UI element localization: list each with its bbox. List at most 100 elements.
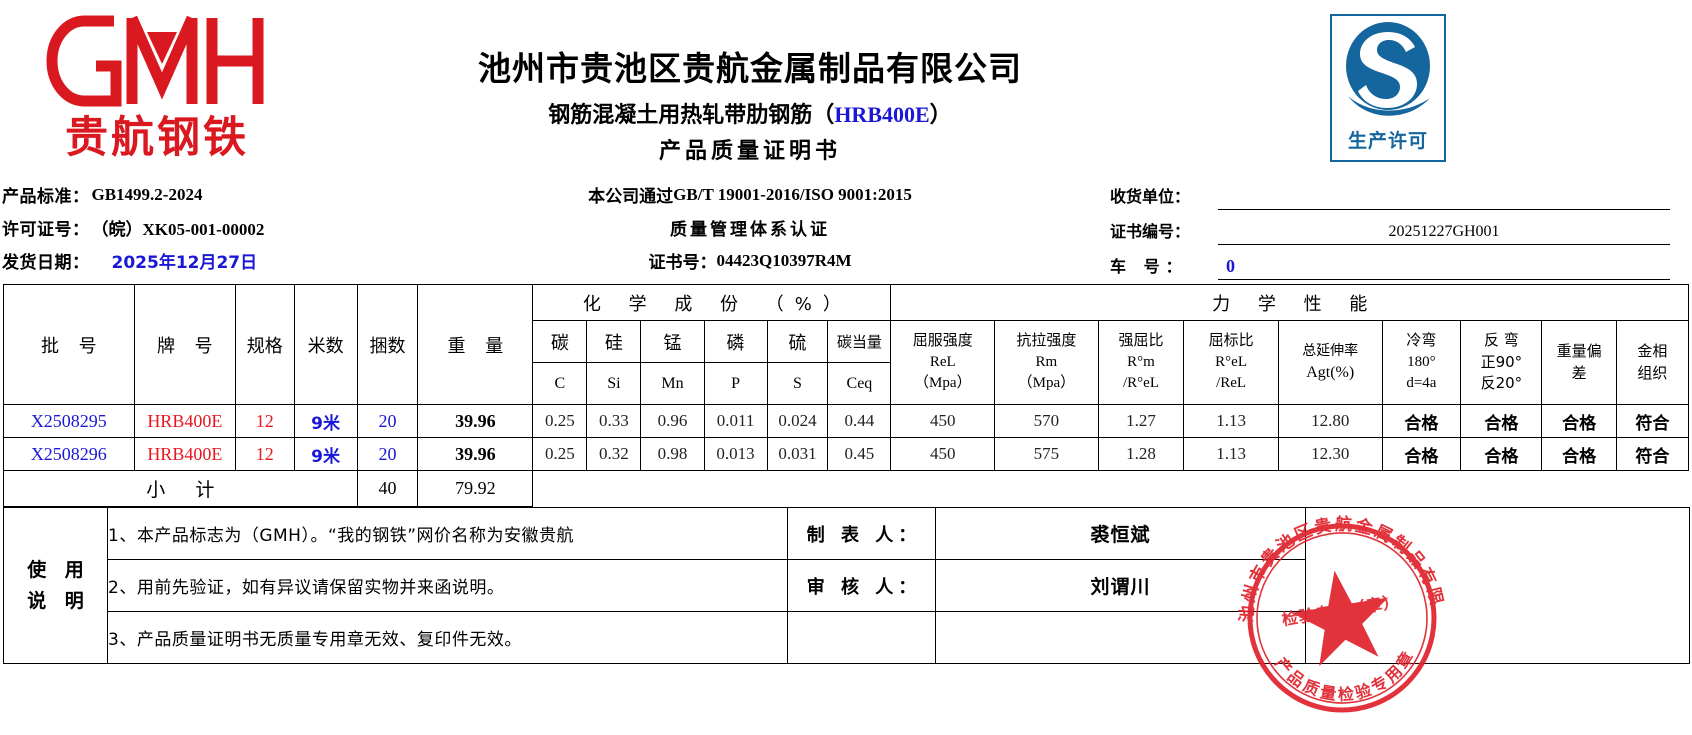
document-header: 贵航钢铁 池州市贵池区贵航金属制品有限公司 钢筋混凝土用热轧带肋钢筋（HRB40… — [0, 0, 1692, 284]
cell-yield-ratio: 1.13 — [1183, 404, 1279, 438]
usage-label-line1: 使 用 — [27, 559, 90, 582]
ship-date-label: 发货日期： — [2, 253, 90, 273]
strength-ratio-line2: R°m — [1127, 353, 1155, 370]
cell-yield-ratio: 1.13 — [1183, 437, 1279, 471]
preparer-value: 裘恒斌 — [935, 507, 1306, 560]
col-header-spec: 规格 — [235, 284, 295, 405]
subtotal-bundles: 40 — [356, 470, 419, 507]
vehicle-number-label: 车 号： — [1110, 257, 1188, 276]
total-elongation-line1: 总延伸率 — [1302, 342, 1359, 359]
preparer-label: 制 表 人： — [787, 507, 936, 560]
strength-ratio-line3: /R°eL — [1122, 375, 1159, 392]
cell-strength-ratio: 1.27 — [1097, 404, 1185, 438]
cell-carbon: 0.25 — [532, 404, 588, 438]
cell-weight: 39.96 — [417, 437, 534, 471]
cell-weight: 39.96 — [417, 404, 534, 438]
reviewer-label: 审 核 人： — [787, 559, 936, 612]
cell-yield-strength: 450 — [890, 437, 996, 471]
cell-carbon: 0.25 — [532, 437, 588, 471]
usage-instructions-label: 使 用 说 明 — [3, 507, 108, 664]
cell-total-elongation: 12.80 — [1277, 404, 1383, 438]
product-suffix: ） — [929, 103, 952, 129]
col-header-manganese-sym: Mn — [640, 362, 705, 405]
col-header-silicon-cn: 硅 — [586, 320, 642, 363]
tensile-strength-line3: （Mpa） — [1017, 375, 1076, 392]
right-meta-block: 收货单位： 证书编号： 20251227GH001 车 号： 0 — [1110, 175, 1670, 280]
vehicle-number-field[interactable]: 0 — [1218, 256, 1670, 280]
cert-no-value: 04423Q10397R4M — [716, 250, 852, 270]
extra-sign-label — [787, 611, 936, 664]
cell-grade: HRB400E — [133, 437, 237, 471]
q-mark-icon — [1332, 16, 1444, 128]
center-meta-block: 本公司通过 GB/T 19001-2016/ISO 9001:2015 质量管理… — [430, 178, 1070, 277]
col-header-ceq-cn: 碳当量 — [827, 320, 892, 363]
yield-ratio-line1: 屈标比 — [1208, 330, 1254, 349]
logo-subtitle: 贵航钢铁 — [65, 113, 249, 163]
table-subheader-row-symbols: C Si Mn P S Ceq — [4, 362, 1689, 405]
cell-strength-ratio: 1.28 — [1097, 437, 1185, 471]
cell-total-elongation: 12.30 — [1277, 437, 1383, 471]
reverse-bend-line1: 反 弯 — [1483, 330, 1519, 349]
cell-ceq: 0.45 — [827, 437, 892, 471]
subtotal-label: 小 计 — [3, 470, 358, 507]
cell-batch: X2508296 — [3, 437, 135, 471]
cell-meters: 9米 — [293, 437, 358, 471]
col-header-manganese-cn: 锰 — [640, 320, 705, 363]
yield-strength-line1: 屈服强度 — [912, 330, 973, 349]
qms-label: 质量管理体系认证 — [670, 220, 830, 240]
microstructure-line1: 金相 — [1637, 341, 1668, 360]
cell-meters: 9米 — [293, 404, 358, 438]
cell-bundles: 20 — [356, 437, 419, 471]
cell-cold-bend: 合格 — [1381, 437, 1462, 471]
product-prefix: 钢筋混凝土用热轧带肋钢筋（ — [548, 103, 835, 129]
usage-note-1: 1、本产品标志为（GMH）。“我的钢铁”网价名称为安徽贵航 — [107, 507, 788, 560]
stamp-area — [1305, 507, 1690, 664]
meta-row-iso: 本公司通过 GB/T 19001-2016/ISO 9001:2015 — [430, 178, 1070, 211]
footer-row-1: 使 用 说 明 1、本产品标志为（GMH）。“我的钢铁”网价名称为安徽贵航 制 … — [3, 507, 1690, 664]
iso-prefix-label: 本公司通过 — [588, 187, 674, 207]
product-designation: 钢筋混凝土用热轧带肋钢筋（HRB400E） — [300, 97, 1200, 129]
total-elongation-line2: Agt(%) — [1306, 364, 1355, 382]
subtotal-weight: 79.92 — [417, 470, 534, 507]
iso-standard-value: GB/T 19001-2016/ISO 9001:2015 — [673, 184, 912, 204]
meta-row-license-no: 许可证号： （皖）XK05-001-00002 — [2, 211, 264, 244]
col-header-carbon-sym: C — [532, 362, 588, 405]
product-standard-label: 产品标准： — [2, 187, 90, 207]
table-row: X2508295 HRB400E 12 9米 20 39.96 0.25 0.3… — [3, 404, 1690, 438]
cell-phosphorus: 0.011 — [703, 404, 768, 438]
usage-notes-table: 使 用 说 明 1、本产品标志为（GMH）。“我的钢铁”网价名称为安徽贵航 制 … — [3, 507, 1690, 664]
certificate-number-field[interactable]: 20251227GH001 — [1218, 223, 1670, 245]
reviewer-value: 刘谓川 — [935, 559, 1306, 612]
cold-bend-line1: 冷弯 — [1406, 330, 1437, 349]
col-header-silicon-sym: Si — [586, 362, 642, 405]
meta-row-product-standard: 产品标准： GB1499.2-2024 — [2, 178, 264, 211]
tensile-strength-line1: 抗拉强度 — [1016, 330, 1077, 349]
col-header-batch: 批 号 — [3, 284, 135, 405]
gmh-logo-icon — [44, 8, 270, 114]
title-block: 池州市贵池区贵航金属制品有限公司 钢筋混凝土用热轧带肋钢筋（HRB400E） 产… — [300, 48, 1200, 165]
cert-no-label: 证书号： — [648, 253, 717, 273]
col-header-ceq-sym: Ceq — [827, 362, 892, 405]
col-header-bundles: 捆数 — [356, 284, 419, 405]
cell-phosphorus: 0.013 — [703, 437, 768, 471]
tensile-strength-line2: Rm — [1035, 353, 1058, 370]
ship-date-value: 2025年12月27日 — [111, 253, 258, 273]
col-header-cold-bend: 冷弯 180° d=4a — [1381, 320, 1462, 405]
cell-microstructure: 符合 — [1615, 404, 1690, 438]
page-title: 产品质量证明书 — [658, 139, 841, 165]
cell-reverse-bend: 合格 — [1460, 437, 1543, 471]
cell-manganese: 0.98 — [640, 437, 705, 471]
consignee-field[interactable] — [1218, 188, 1670, 210]
cell-tensile-strength: 570 — [994, 404, 1099, 438]
group-header-chemical: 化 学 成 份 （%） — [532, 284, 892, 321]
company-logo: 贵航钢铁 — [44, 8, 284, 168]
col-header-weight: 重 量 — [417, 284, 534, 405]
cell-cold-bend: 合格 — [1381, 404, 1462, 438]
cell-yield-strength: 450 — [890, 404, 996, 438]
meta-row-vehicle-number: 车 号： 0 — [1110, 245, 1670, 280]
cell-weight-deviation: 合格 — [1541, 404, 1617, 438]
reverse-bend-line3: 反20° — [1480, 374, 1523, 393]
col-header-yield-ratio: 屈标比 R°eL /ReL — [1183, 320, 1279, 405]
cell-grade: HRB400E — [133, 404, 237, 438]
cell-spec: 12 — [235, 404, 295, 438]
